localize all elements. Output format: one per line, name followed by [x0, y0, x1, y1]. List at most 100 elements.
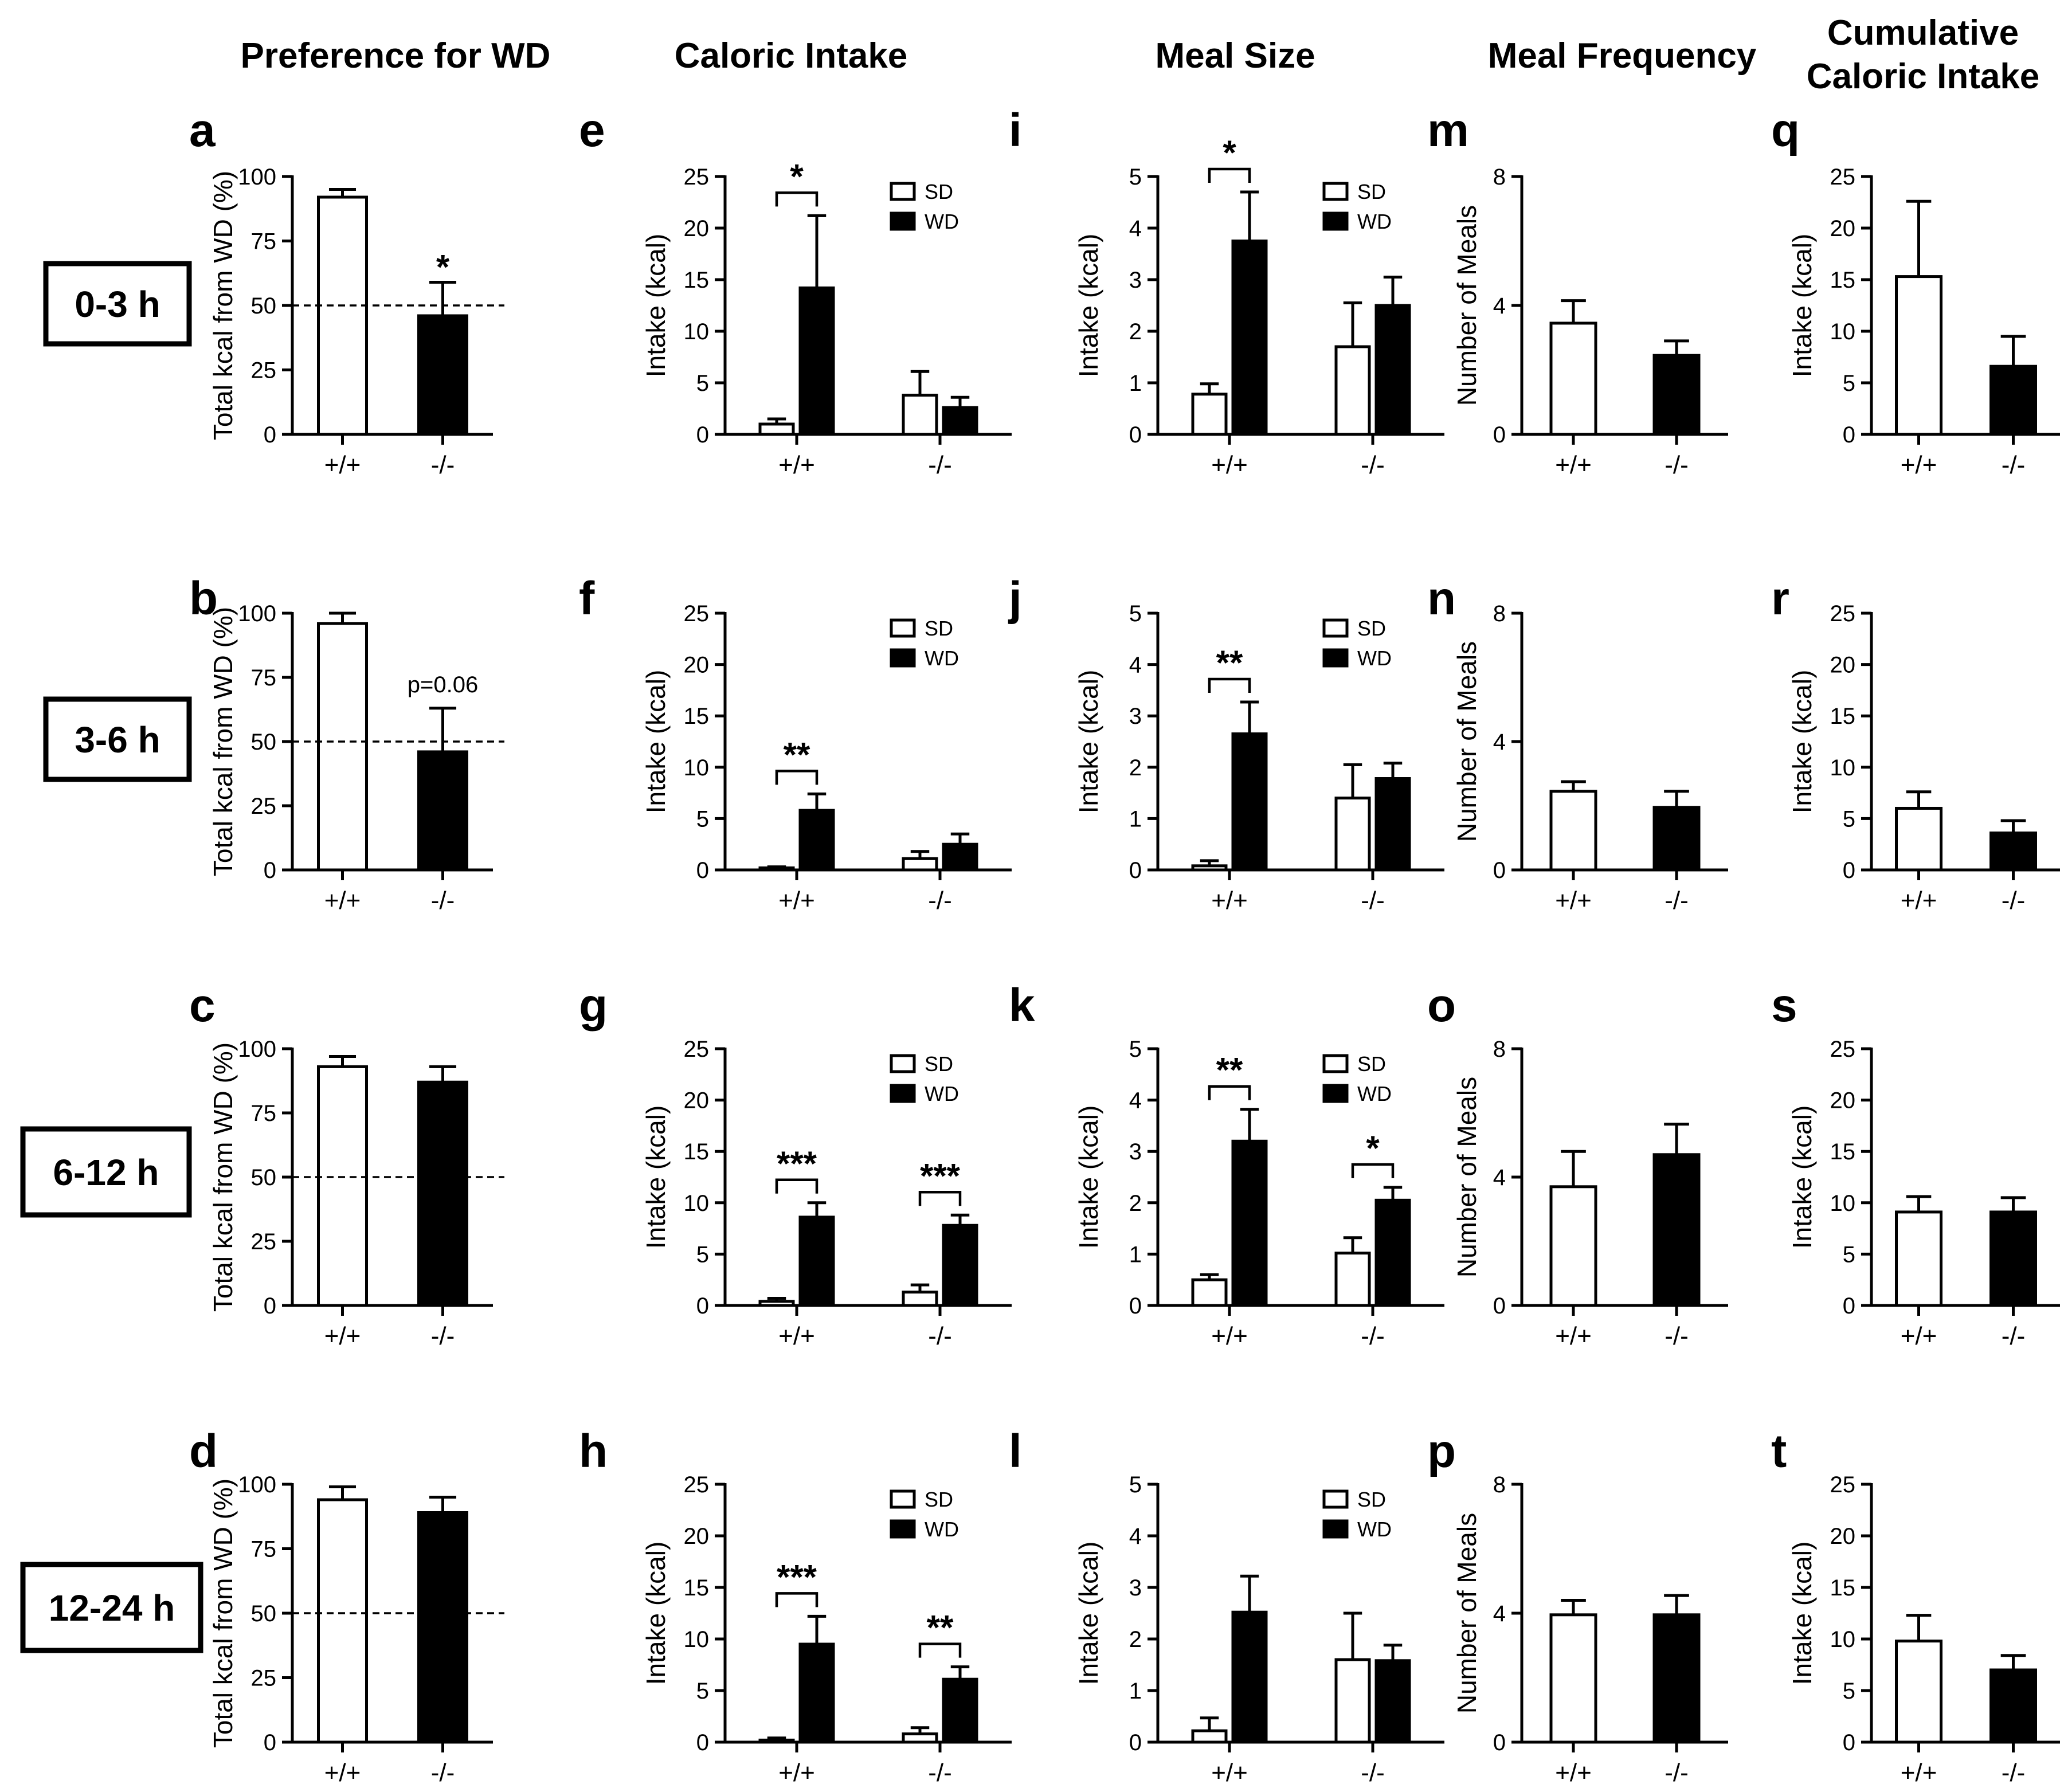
- x-tick-label: -/-: [1665, 1759, 1689, 1787]
- time-window-box: [43, 696, 192, 782]
- y-axis-label: Intake (kcal): [641, 670, 671, 814]
- bar-wildtype: [317, 622, 368, 872]
- x-tick-label: -/-: [1361, 451, 1385, 479]
- legend-swatch-wd: [890, 211, 916, 231]
- x-tick-label: -/-: [928, 1322, 952, 1350]
- legend-label-sd: SD: [925, 617, 953, 640]
- y-tick-label: 0: [1843, 1293, 1855, 1319]
- y-tick-label: 1: [1129, 371, 1142, 396]
- y-tick-label: 0: [1493, 1293, 1506, 1319]
- significance-bracket: [1208, 167, 1251, 183]
- y-tick-label: 10: [684, 1627, 710, 1652]
- bar-knockout: [1989, 831, 2037, 872]
- bar-sd: [1191, 864, 1228, 872]
- legend-swatch-wd: [890, 1519, 916, 1539]
- panel-q: q 0 5 10 15 20 25 Intake (kcal) +/+ -/-: [1771, 104, 2060, 479]
- bar-wildtype: [1549, 1613, 1597, 1744]
- bar-sd: [758, 866, 795, 872]
- y-tick-label: 25: [684, 1472, 710, 1497]
- y-tick-label: 20: [1830, 216, 1856, 241]
- column-title-3: Meal Frequency: [1488, 36, 1757, 76]
- x-tick-label: +/+: [1901, 1759, 1937, 1787]
- y-tick-label: 3: [1129, 1575, 1142, 1601]
- panel-t: t 0 5 10 15 20 25 Intake (kcal) +/+ -/-: [1771, 1425, 2060, 1787]
- x-tick-label: +/+: [1555, 451, 1592, 479]
- legend-swatch-wd: [1322, 1084, 1349, 1103]
- bar-sd: [1334, 1252, 1371, 1307]
- x-tick-label: -/-: [928, 1759, 952, 1787]
- bar-wd: [1374, 304, 1411, 436]
- y-axis-label: Intake (kcal): [1787, 1105, 1817, 1249]
- bar-sd: [902, 1291, 938, 1307]
- panel-letter: h: [579, 1425, 608, 1477]
- y-tick-label: 20: [1830, 1524, 1856, 1549]
- bar-wd: [1374, 1659, 1411, 1744]
- bar-sd: [902, 1732, 938, 1744]
- bar-sd: [758, 422, 795, 436]
- y-tick-label: 0: [264, 1293, 276, 1319]
- column-title-2: Meal Size: [1155, 36, 1315, 76]
- panel-p: p 0 4 8 Number of Meals +/+ -/-: [1427, 1425, 1728, 1787]
- bar-knockout: [1652, 1153, 1701, 1307]
- bar-wildtype: [317, 1498, 368, 1744]
- bar-wd: [1231, 1610, 1268, 1744]
- significance-bracket: [918, 1191, 962, 1206]
- y-axis-label: Total kcal from WD (%): [208, 171, 238, 440]
- bar-sd: [758, 1738, 795, 1744]
- y-tick-label: 3: [1129, 704, 1142, 729]
- x-tick-label: -/-: [1665, 887, 1689, 915]
- panel-letter: n: [1427, 573, 1456, 625]
- y-tick-label: 5: [1129, 1472, 1142, 1497]
- panel-letter: a: [189, 104, 216, 156]
- x-tick-label: -/-: [2002, 1759, 2026, 1787]
- y-tick-label: 5: [696, 371, 709, 396]
- y-tick-label: 25: [1830, 1472, 1856, 1497]
- y-tick-label: 15: [684, 1575, 710, 1601]
- y-axis-label: Intake (kcal): [1074, 234, 1103, 378]
- significance-bracket: [1351, 1163, 1395, 1178]
- legend-swatch-sd: [1322, 1054, 1349, 1073]
- y-tick-label: 5: [1843, 1242, 1855, 1267]
- y-tick-label: 25: [684, 1037, 710, 1062]
- bar-wd: [1231, 240, 1268, 436]
- bar-wildtype: [1895, 1210, 1942, 1307]
- panel-letter: f: [579, 573, 595, 625]
- panel-l: l 0 1 2 3 4 5 Intake (kcal) +/+ -/- SD WD: [1009, 1425, 1444, 1787]
- time-window-box: [20, 1126, 192, 1218]
- y-tick-label: 3: [1129, 268, 1142, 293]
- x-tick-label: +/+: [1901, 451, 1937, 479]
- significance-label: ***: [777, 1558, 817, 1596]
- x-tick-label: -/-: [2002, 1322, 2026, 1350]
- bar-knockout: [1989, 1210, 2037, 1307]
- y-tick-label: 0: [1129, 1293, 1142, 1319]
- x-tick-label: -/-: [928, 451, 952, 479]
- time-window-label: 12-24 h: [49, 1587, 175, 1629]
- x-tick-label: +/+: [1211, 451, 1248, 479]
- bar-knockout: [1989, 1668, 2037, 1744]
- x-tick-label: +/+: [1211, 887, 1248, 915]
- y-tick-label: 25: [1830, 1037, 1856, 1062]
- bar-wildtype: [317, 1065, 368, 1307]
- legend-swatch-sd: [1322, 182, 1349, 201]
- y-tick-label: 10: [1830, 1191, 1856, 1216]
- y-tick-label: 8: [1493, 1472, 1506, 1497]
- y-tick-label: 15: [684, 1139, 710, 1164]
- x-tick-label: +/+: [1555, 1759, 1592, 1787]
- bar-wildtype: [1549, 790, 1597, 872]
- legend-swatch-sd: [1322, 618, 1349, 638]
- significance-label: **: [784, 735, 810, 774]
- y-axis-label: Intake (kcal): [1787, 234, 1817, 378]
- y-tick-label: 75: [251, 1101, 277, 1126]
- y-tick-label: 4: [1129, 653, 1142, 678]
- x-tick-label: -/-: [1665, 1322, 1689, 1350]
- significance-bracket: [1208, 677, 1251, 693]
- y-axis-label: Intake (kcal): [1787, 670, 1817, 814]
- panel-letter: e: [579, 104, 605, 156]
- y-tick-label: 25: [251, 358, 277, 383]
- y-axis-label: Total kcal from WD (%): [208, 1042, 238, 1312]
- y-tick-label: 10: [1830, 1627, 1856, 1652]
- y-tick-label: 10: [1830, 755, 1856, 781]
- y-axis-label: Intake (kcal): [641, 234, 671, 378]
- y-tick-label: 25: [684, 601, 710, 626]
